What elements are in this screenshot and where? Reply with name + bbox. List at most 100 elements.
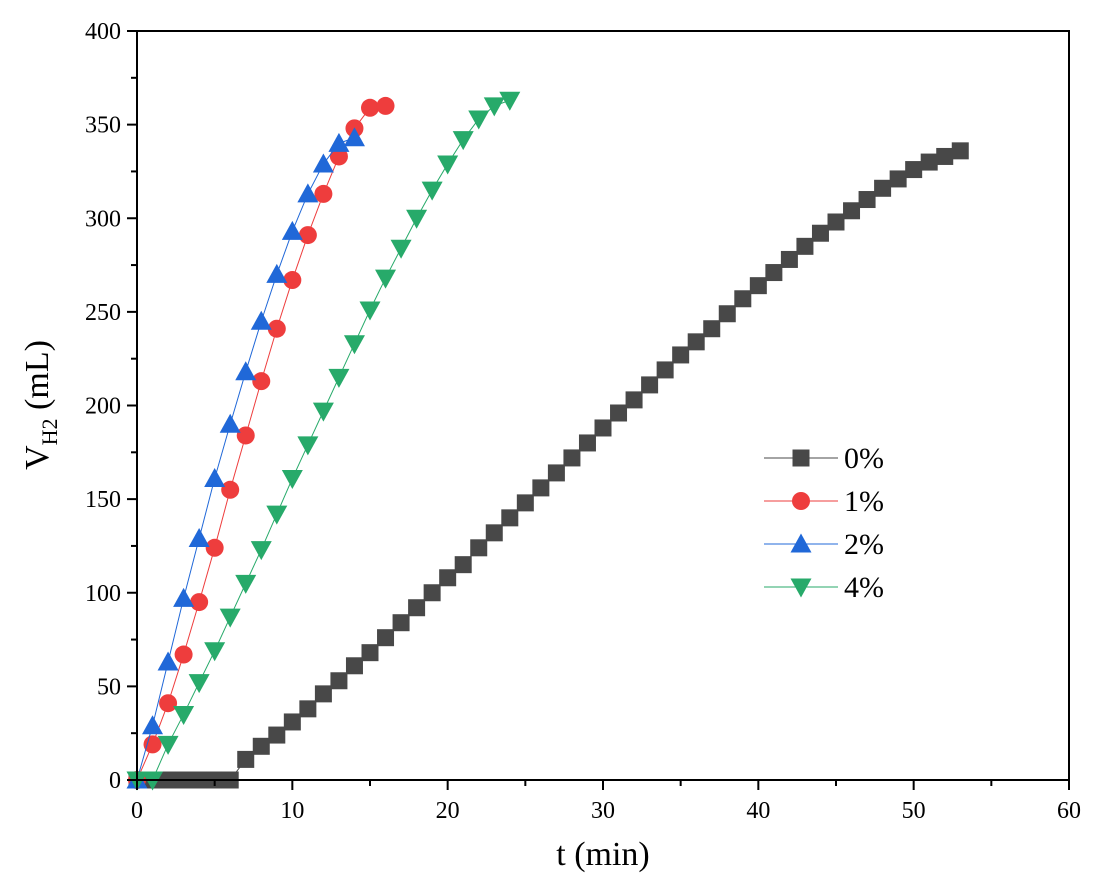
legend-marker — [790, 533, 812, 553]
data-point — [345, 657, 363, 675]
series-3 — [126, 127, 365, 789]
x-tick-label: 10 — [280, 798, 304, 824]
data-point — [796, 237, 814, 255]
data-point — [594, 419, 612, 437]
data-point — [452, 131, 474, 151]
data-point — [266, 505, 288, 525]
data-point — [312, 402, 334, 422]
data-point — [951, 142, 969, 160]
data-point — [142, 715, 164, 735]
data-point — [470, 539, 488, 557]
y-tick-label: 0 — [109, 768, 121, 794]
data-point — [889, 170, 907, 188]
data-point — [204, 468, 226, 488]
data-point — [250, 310, 272, 330]
data-point — [390, 239, 412, 259]
data-point — [377, 629, 395, 647]
legend-entry: 1% — [764, 485, 884, 518]
data-point — [328, 368, 350, 388]
data-point — [221, 480, 240, 499]
data-point — [330, 672, 348, 690]
y-tick-label: 50 — [97, 674, 121, 700]
data-point — [843, 202, 861, 220]
data-point — [252, 372, 271, 391]
data-point — [468, 110, 490, 130]
data-point — [237, 750, 255, 768]
y-tick-label: 350 — [85, 113, 121, 139]
data-point — [483, 97, 505, 117]
data-point — [780, 250, 798, 268]
data-point — [204, 642, 226, 662]
data-point — [298, 226, 317, 245]
data-point — [159, 694, 178, 713]
x-axis-title: t (min) — [556, 836, 649, 873]
data-point — [283, 713, 301, 731]
y-tick-label: 250 — [85, 300, 121, 326]
y-tick-label: 300 — [85, 206, 121, 232]
plot-frame — [136, 30, 1070, 781]
data-point — [361, 98, 379, 117]
legend-entry: 0% — [764, 442, 884, 475]
axes-layer: 0 10 20 30 40 50 60 0 50 100 150 200 250 300 350 400 — [85, 19, 1081, 824]
data-point — [421, 181, 443, 201]
legend-marker — [790, 578, 812, 598]
data-point — [454, 556, 472, 574]
data-point — [439, 569, 457, 587]
legend-marker — [792, 492, 810, 510]
data-point — [392, 614, 410, 632]
data-point — [267, 319, 286, 338]
y-tick-label: 100 — [85, 581, 121, 607]
data-point — [406, 209, 428, 229]
data-point — [563, 449, 581, 467]
data-point — [516, 494, 534, 512]
data-point — [485, 524, 503, 542]
data-point — [188, 674, 210, 694]
data-point — [157, 651, 179, 671]
data-point — [359, 301, 381, 321]
x-tick-label: 40 — [746, 798, 770, 824]
y-axis-title-unit: (mL) — [19, 340, 56, 418]
data-point — [858, 191, 876, 209]
x-tick-label: 60 — [1057, 798, 1081, 824]
data-point — [299, 700, 317, 718]
y-axis-title-subscript: H — [37, 429, 62, 445]
data-point — [314, 685, 332, 703]
data-point — [205, 538, 224, 557]
data-point — [252, 737, 270, 755]
x-tick-label: 50 — [902, 798, 926, 824]
data-point — [343, 127, 365, 147]
data-point — [281, 220, 303, 240]
data-point — [811, 224, 829, 242]
data-point — [328, 132, 350, 152]
legend-entry: 4% — [764, 571, 884, 604]
data-point — [734, 290, 752, 308]
data-point — [765, 264, 783, 282]
legend-marker — [792, 449, 810, 467]
data-point — [236, 426, 255, 445]
data-point — [157, 735, 179, 755]
data-point — [188, 527, 210, 547]
data-point — [173, 587, 195, 607]
data-point — [174, 645, 193, 664]
legend-label: 4% — [844, 571, 884, 604]
data-point — [235, 361, 257, 381]
legend-entry: 2% — [764, 528, 884, 561]
data-point — [749, 277, 767, 295]
data-point — [314, 184, 333, 203]
x-tick-label: 0 — [131, 798, 143, 824]
x-tick-label: 20 — [436, 798, 460, 824]
x-tick-label: 30 — [591, 798, 615, 824]
y-tick-label: 150 — [85, 487, 121, 513]
data-point — [532, 479, 550, 497]
y-axis-title-subscript-2: 2 — [37, 418, 62, 429]
data-point — [283, 271, 302, 290]
legend: 0% 1% 2% 4% — [764, 442, 884, 604]
data-point — [578, 434, 596, 452]
data-point — [329, 147, 348, 166]
data-point — [641, 376, 659, 394]
data-point — [656, 361, 674, 379]
data-point — [703, 320, 721, 338]
data-point — [408, 599, 426, 617]
